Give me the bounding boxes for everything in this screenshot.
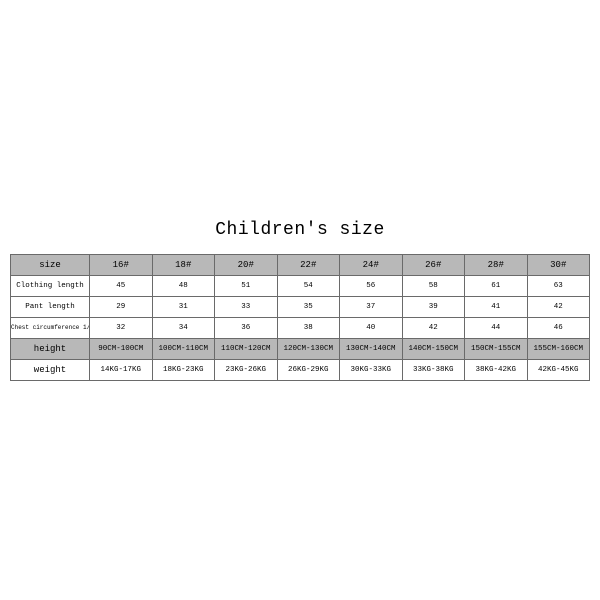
cell: 48 [152,275,215,296]
cell: 46 [527,317,590,338]
cell: 26KG-29KG [277,359,340,380]
cell: 18KG-23KG [152,359,215,380]
cell: 35 [277,296,340,317]
cell: 61 [465,275,528,296]
row-label: Chest circumference 1/2 [11,317,90,338]
row-label: Pant length [11,296,90,317]
size-col: 24# [340,254,403,275]
cell: 41 [465,296,528,317]
size-col: 16# [90,254,153,275]
table-row: weight 14KG-17KG 18KG-23KG 23KG-26KG 26K… [11,359,590,380]
cell: 110CM-120CM [215,338,278,359]
row-label: height [11,338,90,359]
cell: 51 [215,275,278,296]
size-table: size 16# 18# 20# 22# 24# 26# 28# 30# Clo… [10,254,590,381]
row-label: weight [11,359,90,380]
table-row: Pant length 29 31 33 35 37 39 41 42 [11,296,590,317]
cell: 58 [402,275,465,296]
cell: 31 [152,296,215,317]
cell: 40 [340,317,403,338]
size-col: 20# [215,254,278,275]
row-label: Clothing length [11,275,90,296]
cell: 42 [527,296,590,317]
table-title: Children's size [215,220,385,240]
table-row: Clothing length 45 48 51 54 56 58 61 63 [11,275,590,296]
cell: 130CM-140CM [340,338,403,359]
size-col: 28# [465,254,528,275]
header-row: size 16# 18# 20# 22# 24# 26# 28# 30# [11,254,590,275]
cell: 56 [340,275,403,296]
cell: 14KG-17KG [90,359,153,380]
table-row: Chest circumference 1/2 32 34 36 38 40 4… [11,317,590,338]
cell: 39 [402,296,465,317]
cell: 150CM-155CM [465,338,528,359]
cell: 63 [527,275,590,296]
cell: 34 [152,317,215,338]
cell: 155CM-160CM [527,338,590,359]
size-col: 18# [152,254,215,275]
cell: 30KG-33KG [340,359,403,380]
cell: 54 [277,275,340,296]
cell: 29 [90,296,153,317]
cell: 38 [277,317,340,338]
cell: 36 [215,317,278,338]
cell: 120CM-130CM [277,338,340,359]
cell: 42KG-45KG [527,359,590,380]
cell: 100CM-110CM [152,338,215,359]
size-col: 22# [277,254,340,275]
cell: 140CM-150CM [402,338,465,359]
cell: 33KG-38KG [402,359,465,380]
cell: 37 [340,296,403,317]
size-col: 26# [402,254,465,275]
table-row: height 90CM-100CM 100CM-110CM 110CM-120C… [11,338,590,359]
cell: 45 [90,275,153,296]
cell: 23KG-26KG [215,359,278,380]
cell: 38KG-42KG [465,359,528,380]
page-wrap: Children's size size 16# 18# 20# 22# 24#… [0,0,600,600]
cell: 32 [90,317,153,338]
cell: 44 [465,317,528,338]
header-label: size [11,254,90,275]
size-col: 30# [527,254,590,275]
cell: 90CM-100CM [90,338,153,359]
cell: 42 [402,317,465,338]
cell: 33 [215,296,278,317]
